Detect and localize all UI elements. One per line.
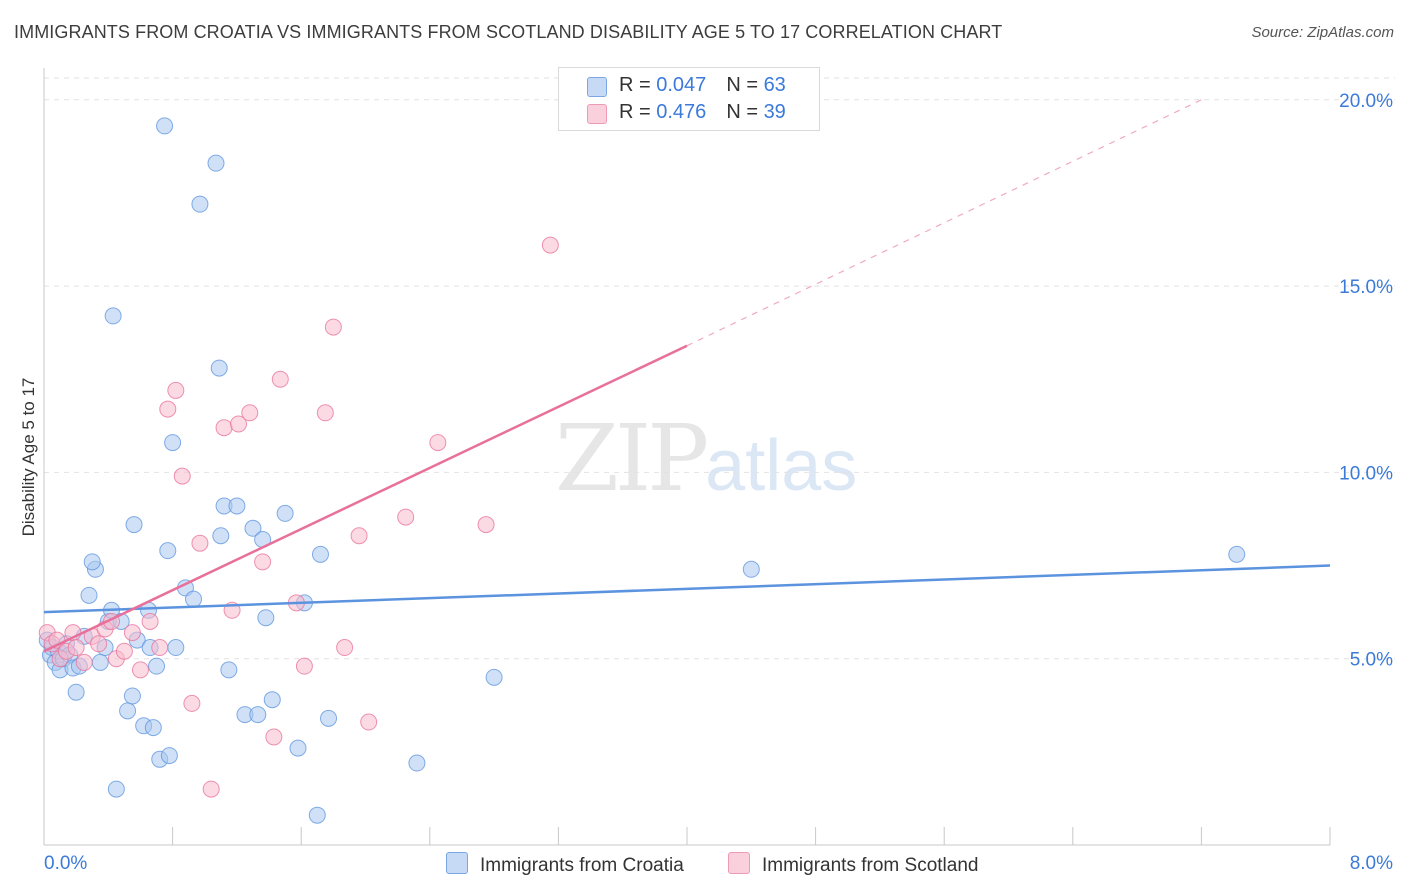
scotland-point xyxy=(541,236,559,254)
croatia-point xyxy=(191,195,209,213)
series-legend-croatia: Immigrants from Croatia xyxy=(446,852,684,877)
croatia-point xyxy=(212,527,230,545)
croatia-point xyxy=(207,154,225,172)
scotland-point xyxy=(215,419,233,437)
y-tick-label: 10.0% xyxy=(1339,463,1393,484)
x-tick-label: 8.0% xyxy=(1350,853,1393,874)
legend-n-value: 39 xyxy=(763,101,786,123)
croatia-point xyxy=(311,545,329,563)
scotland-point xyxy=(271,370,289,388)
legend-r-label: R = xyxy=(619,101,657,123)
croatia-point xyxy=(80,586,98,604)
scotland-point xyxy=(90,635,108,653)
correlation-legend: R = 0.047 N = 63 R = 0.476 N = 39 xyxy=(558,67,820,131)
watermark: ZIPatlas xyxy=(555,405,857,512)
croatia-point xyxy=(107,780,125,798)
scotland-point xyxy=(167,381,185,399)
croatia-point xyxy=(1228,545,1246,563)
series-legend-scotland: Immigrants from Scotland xyxy=(728,852,978,877)
croatia-trend-line xyxy=(43,564,1331,614)
scotland-point xyxy=(67,639,85,657)
scotland-point xyxy=(316,404,334,422)
legend-n-label: N = xyxy=(726,101,764,123)
croatia-point xyxy=(148,657,166,675)
croatia-point xyxy=(249,706,267,724)
scotland-point xyxy=(350,527,368,545)
scotland-point xyxy=(115,642,133,660)
croatia-point xyxy=(167,639,185,657)
croatia-point xyxy=(244,519,262,537)
croatia-point xyxy=(308,806,326,824)
croatia-point xyxy=(320,709,338,727)
croatia-point xyxy=(159,542,177,560)
croatia-point xyxy=(156,117,174,135)
scotland-point xyxy=(173,467,191,485)
croatia-point xyxy=(119,702,137,720)
source-credit: Source: ZipAtlas.com xyxy=(1251,24,1394,41)
series-swatch-scotland xyxy=(728,852,750,874)
croatia-point xyxy=(123,687,141,705)
scotland-point xyxy=(295,657,313,675)
legend-r-value: 0.476 xyxy=(656,101,707,123)
legend-r-value: 0.047 xyxy=(656,74,707,96)
croatia-point xyxy=(408,754,426,772)
x-tick-label: 0.0% xyxy=(44,853,87,874)
scotland-point xyxy=(131,661,149,679)
scotland-point xyxy=(183,694,201,712)
croatia-point xyxy=(67,683,85,701)
scotland-point xyxy=(141,612,159,630)
watermark-zip: ZIP xyxy=(555,405,709,512)
croatia-point xyxy=(220,661,238,679)
series-swatch-croatia xyxy=(446,852,468,874)
croatia-point xyxy=(263,691,281,709)
watermark-atlas: atlas xyxy=(705,426,858,506)
scotland-point xyxy=(151,639,169,657)
y-axis-label: Disability Age 5 to 17 xyxy=(19,378,38,537)
scotland-point xyxy=(202,780,220,798)
scotland-point xyxy=(336,639,354,657)
croatia-point xyxy=(257,609,275,627)
croatia-point xyxy=(276,504,294,522)
scotland-point xyxy=(75,653,93,671)
series-label-croatia: Immigrants from Croatia xyxy=(480,855,684,876)
scotland-point xyxy=(241,404,259,422)
legend-swatch-scotland xyxy=(587,104,607,124)
croatia-point xyxy=(184,590,202,608)
chart-title: IMMIGRANTS FROM CROATIA VS IMMIGRANTS FR… xyxy=(14,22,1003,42)
y-tick-label: 5.0% xyxy=(1350,650,1393,671)
croatia-point xyxy=(742,560,760,578)
scotland-point xyxy=(230,415,248,433)
scotland-point xyxy=(159,400,177,418)
legend-n-label: N = xyxy=(726,74,764,96)
scotland-trend-extension xyxy=(686,99,1202,347)
croatia-point xyxy=(164,434,182,452)
y-tick-label: 15.0% xyxy=(1339,277,1393,298)
legend-swatch-croatia xyxy=(587,77,607,97)
croatia-point xyxy=(289,739,307,757)
scotland-point xyxy=(191,534,209,552)
scotland-point xyxy=(254,553,272,571)
croatia-point xyxy=(228,497,246,515)
croatia-point xyxy=(210,359,228,377)
croatia-point xyxy=(144,719,162,737)
legend-r-label: R = xyxy=(619,74,657,96)
croatia-point xyxy=(91,653,109,671)
croatia-point xyxy=(104,307,122,325)
croatia-point xyxy=(485,668,503,686)
scotland-point xyxy=(324,318,342,336)
scotland-trend-line xyxy=(43,344,688,653)
scotland-point xyxy=(123,624,141,642)
croatia-point xyxy=(83,553,101,571)
legend-n-value: 63 xyxy=(763,74,786,96)
y-tick-label: 20.0% xyxy=(1339,91,1393,112)
croatia-point xyxy=(125,516,143,534)
scotland-point xyxy=(265,728,283,746)
scotland-point xyxy=(477,516,495,534)
series-label-scotland: Immigrants from Scotland xyxy=(762,855,979,876)
scotland-point xyxy=(429,434,447,452)
scotland-point xyxy=(360,713,378,731)
scotland-point xyxy=(397,508,415,526)
croatia-point xyxy=(160,747,178,765)
